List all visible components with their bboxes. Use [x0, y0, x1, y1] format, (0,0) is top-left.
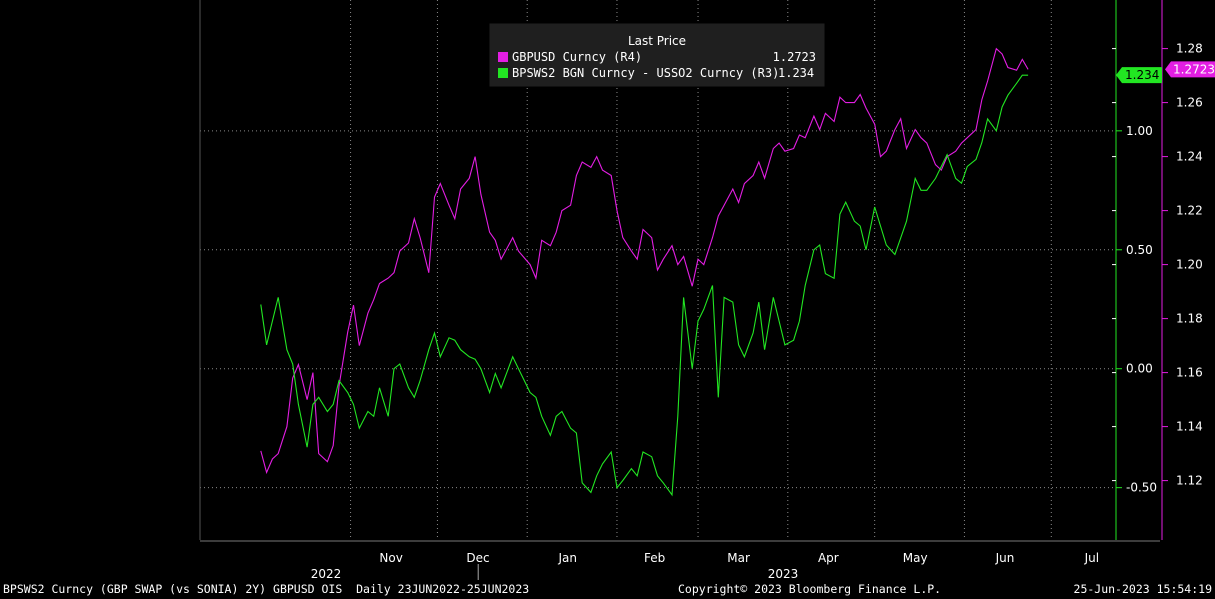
magenta-axis-tick-label: 1.28: [1176, 42, 1203, 56]
magenta-axis-tick-label: 1.22: [1176, 204, 1203, 218]
magenta-axis-tick-label: 1.14: [1176, 420, 1203, 434]
green-axis-tick-label: 0.00: [1126, 362, 1153, 376]
legend-title: Last Price: [628, 34, 686, 48]
gridlines: [200, 0, 1115, 540]
legend-swatch: [498, 68, 508, 78]
green-axis-tick-label: 1.00: [1126, 124, 1153, 138]
magenta-axis-tick-label: 1.20: [1176, 258, 1203, 272]
legend-entry-name: GBPUSD Curncy (R4): [512, 50, 642, 64]
axis-labels: 1.00 0.50 0.00 -0.50 1.28 1.26 1.24 1.22 1.20 1.1…: [311, 42, 1215, 580]
month-label: Dec: [466, 551, 489, 565]
footer-security-info: BPSWS2 Curncy (GBP SWAP (vs SONIA) 2Y) G…: [3, 582, 530, 596]
green-axis-tick-label: -0.50: [1126, 481, 1157, 495]
legend-box: [489, 23, 825, 87]
footer-copyright: Copyright© 2023 Bloomberg Finance L.P.: [678, 582, 942, 596]
series-lines: [260, 47, 1029, 497]
month-label: Jun: [995, 551, 1015, 565]
gbpusd-line: [260, 47, 1029, 475]
magenta-axis-tick-label: 1.12: [1176, 474, 1203, 488]
green-last-value-tag: [1116, 67, 1162, 84]
spread-line: [260, 74, 1029, 497]
magenta-last-value-tag: [1165, 61, 1215, 78]
year-label: 2022: [311, 567, 342, 580]
green-last-value-label: 1.234: [1125, 68, 1159, 82]
magenta-axis-tick-label: 1.24: [1176, 150, 1203, 164]
month-label: Nov: [379, 551, 402, 565]
magenta-last-value-label: 1.2723: [1173, 62, 1215, 76]
month-label: Apr: [818, 551, 839, 565]
chart-canvas: 1.00 0.50 0.00 -0.50 1.28 1.26 1.24 1.22 1.20 1.1…: [199, 0, 1215, 580]
month-label: May: [903, 551, 928, 565]
legend-entry-name: BPSWS2 BGN Curncy - USSO2 Curncy (R3): [512, 66, 779, 80]
legend-entry-value: 1.2723: [773, 50, 816, 64]
footer-timestamp: 25-Jun-2023 15:54:19: [1073, 582, 1212, 596]
axes: [199, 0, 1168, 580]
magenta-axis-tick-label: 1.18: [1176, 312, 1203, 326]
month-label: Feb: [644, 551, 665, 565]
legend-swatch: [498, 52, 508, 62]
green-axis-tick-label: 0.50: [1126, 243, 1153, 257]
legend-entry-value: 1.234: [778, 66, 814, 80]
magenta-axis-tick-label: 1.16: [1176, 366, 1203, 380]
year-label: 2023: [768, 567, 799, 580]
magenta-axis-tick-label: 1.26: [1176, 96, 1203, 110]
month-label: Jul: [1084, 551, 1099, 565]
month-label: Mar: [727, 551, 750, 565]
month-label: Jan: [557, 551, 577, 565]
legend: Last Price GBPUSD Curncy (R4) 1.2723 BPSWS2…: [489, 23, 825, 87]
